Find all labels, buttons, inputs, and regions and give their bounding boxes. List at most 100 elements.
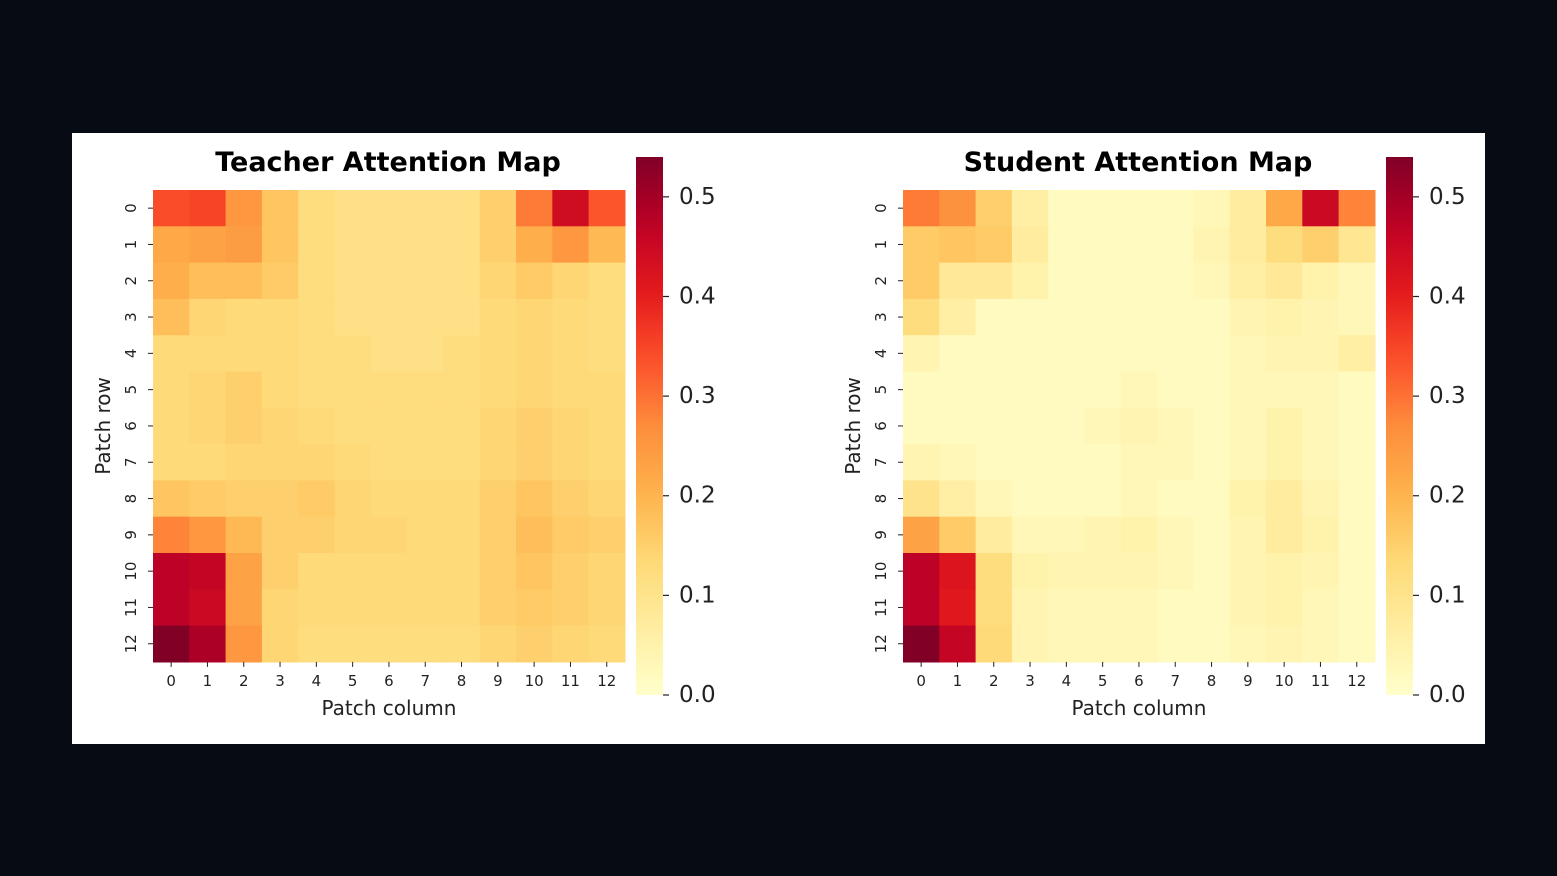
- x-tick-label: 4: [1062, 672, 1072, 690]
- heatmap-cell: [298, 407, 336, 445]
- heatmap-cell: [975, 407, 1013, 445]
- heatmap-cell: [479, 407, 517, 445]
- y-tick-label: 2: [122, 276, 140, 286]
- heatmap-cell: [298, 262, 336, 300]
- heatmap-cell: [1266, 262, 1303, 300]
- heatmap-cell: [1229, 625, 1267, 663]
- heatmap-cell: [479, 589, 517, 627]
- heatmap-cell: [225, 589, 263, 627]
- heatmap-cell: [1266, 298, 1303, 336]
- heatmap-cell: [939, 516, 977, 554]
- heatmap-cell: [1302, 516, 1340, 554]
- heatmap-cell: [516, 298, 553, 336]
- heatmap-cell: [1266, 480, 1303, 518]
- x-tick-label: 8: [1207, 672, 1217, 690]
- colorbar-tick-label: 0.0: [679, 682, 716, 708]
- heatmap-cell: [1302, 226, 1340, 264]
- heatmap-cell: [1266, 589, 1303, 627]
- heatmap-cell: [1266, 553, 1303, 590]
- y-tick-label: 2: [872, 276, 890, 286]
- heatmap-cell: [153, 407, 190, 445]
- heatmap-cell: [975, 262, 1013, 300]
- heatmap-cell: [407, 226, 444, 264]
- heatmap-cell: [939, 190, 977, 227]
- heatmap-cell: [334, 371, 372, 409]
- heatmap-cell: [1120, 262, 1158, 300]
- heatmap-cell: [588, 190, 626, 227]
- heatmap-cell: [939, 371, 977, 409]
- heatmap-cell: [1011, 589, 1049, 627]
- heatmap-cell: [939, 553, 977, 590]
- heatmap-cell: [1266, 516, 1303, 554]
- heatmap-cell: [153, 226, 190, 264]
- heatmap-cell: [189, 371, 227, 409]
- heatmap-cell: [261, 371, 299, 409]
- x-tick-label: 2: [989, 672, 999, 690]
- heatmap-cell: [1157, 262, 1194, 300]
- x-tick-label: 8: [457, 672, 467, 690]
- heatmap-cell: [1229, 516, 1267, 554]
- heatmap-cell: [1338, 625, 1376, 663]
- x-tick-label: 1: [953, 672, 963, 690]
- heatmap-cell: [1157, 407, 1194, 445]
- heatmap-cell: [1120, 335, 1158, 373]
- heatmap-cell: [370, 444, 408, 481]
- x-tick-label: 10: [1275, 672, 1294, 690]
- heatmap-cell: [153, 298, 190, 336]
- heatmap-cell: [1266, 190, 1303, 227]
- heatmap-cell: [939, 444, 977, 481]
- heatmap-cell: [1266, 226, 1303, 264]
- heatmap-cell: [1302, 444, 1340, 481]
- heatmap-cell: [1338, 226, 1376, 264]
- heatmap-cell: [298, 226, 336, 264]
- heatmap-cell: [516, 589, 553, 627]
- heatmap-cell: [443, 444, 481, 481]
- heatmap-cell: [479, 625, 517, 663]
- heatmap-cell: [588, 589, 626, 627]
- heatmap-cell: [1157, 516, 1194, 554]
- heatmap-cell: [261, 335, 299, 373]
- heatmap-cell: [443, 226, 481, 264]
- heatmap-cell: [261, 298, 299, 336]
- heatmap-cell: [443, 190, 481, 227]
- heatmap-cell: [588, 226, 626, 264]
- heatmap-cell: [1229, 407, 1267, 445]
- heatmap-cell: [261, 262, 299, 300]
- heatmap-cell: [903, 407, 940, 445]
- heatmap-cell: [1229, 589, 1267, 627]
- heatmap-cell: [334, 480, 372, 518]
- heatmap-cell: [939, 335, 977, 373]
- heatmap-cell: [1084, 516, 1122, 554]
- heatmap-cell: [1157, 335, 1194, 373]
- heatmap-cell: [189, 516, 227, 554]
- x-tick-label: 11: [1311, 672, 1330, 690]
- heatmap-cell: [1338, 553, 1376, 590]
- heatmap-cell: [1048, 226, 1086, 264]
- heatmap-cell: [225, 480, 263, 518]
- heatmap-cell: [1157, 190, 1194, 227]
- heatmap-cell: [1048, 625, 1086, 663]
- heatmap-cell: [939, 226, 977, 264]
- heatmap-cell: [1266, 407, 1303, 445]
- heatmap-cell: [1048, 516, 1086, 554]
- heatmap-cell: [1084, 444, 1122, 481]
- heatmap-cell: [975, 553, 1013, 590]
- heatmap-cell: [261, 480, 299, 518]
- heatmap-cell: [1120, 407, 1158, 445]
- y-tick-label: 7: [872, 457, 890, 467]
- heatmap-cell: [1193, 262, 1231, 300]
- heatmap-cell: [261, 190, 299, 227]
- heatmap-cell: [153, 480, 190, 518]
- colorbar: [636, 157, 663, 695]
- heatmap-cell: [588, 335, 626, 373]
- heatmap-cell: [1338, 480, 1376, 518]
- heatmap-cell: [552, 407, 590, 445]
- y-tick-label: 6: [872, 421, 890, 431]
- heatmap-cell: [975, 298, 1013, 336]
- heatmap-cell: [261, 589, 299, 627]
- colorbar-tick-label: 0.5: [1429, 184, 1466, 210]
- heatmap-cell: [588, 553, 626, 590]
- x-axis-label: Patch column: [321, 696, 456, 720]
- heatmap-cell: [1157, 553, 1194, 590]
